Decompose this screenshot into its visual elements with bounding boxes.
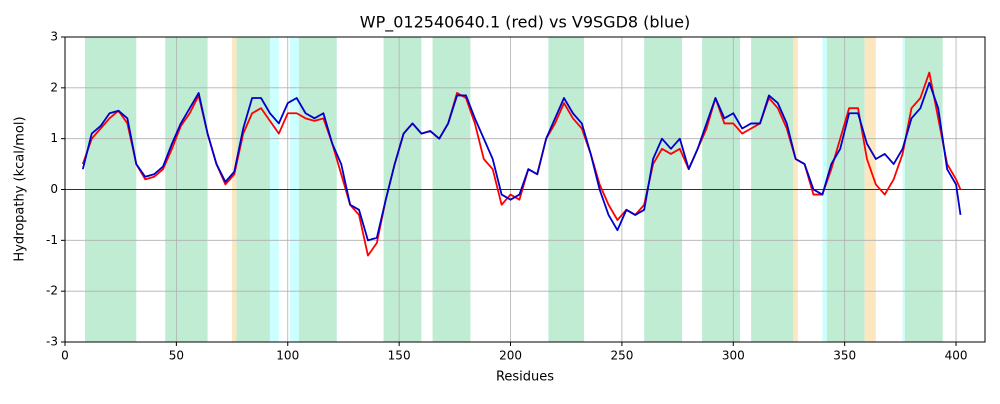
x-tick-label: 400 <box>945 349 968 363</box>
x-tick-label: 250 <box>610 349 633 363</box>
y-tick-label: -3 <box>46 335 58 349</box>
y-tick-label: -1 <box>46 233 58 247</box>
y-tick-label: 1 <box>50 131 58 145</box>
y-tick-label: 2 <box>50 80 58 94</box>
x-tick-label: 200 <box>499 349 522 363</box>
x-tick-label: 100 <box>276 349 299 363</box>
plot-frame <box>64 36 986 343</box>
data-line <box>81 81 962 242</box>
x-axis-label: Residues <box>496 370 554 385</box>
y-axis-label: Hydropathy (kcal/mol) <box>13 116 28 261</box>
x-tick-label: 0 <box>61 349 69 363</box>
x-tick-label: 300 <box>722 349 745 363</box>
x-tick-label: 150 <box>388 349 411 363</box>
y-tick-label: 3 <box>50 30 58 44</box>
chart-title: WP_012540640.1 (red) vs V9SGD8 (blue) <box>360 13 690 33</box>
y-tick-label: 0 <box>50 182 58 196</box>
x-tick-label: 50 <box>169 349 184 363</box>
x-tick-label: 350 <box>833 349 856 363</box>
y-tick-label: -2 <box>46 284 58 298</box>
